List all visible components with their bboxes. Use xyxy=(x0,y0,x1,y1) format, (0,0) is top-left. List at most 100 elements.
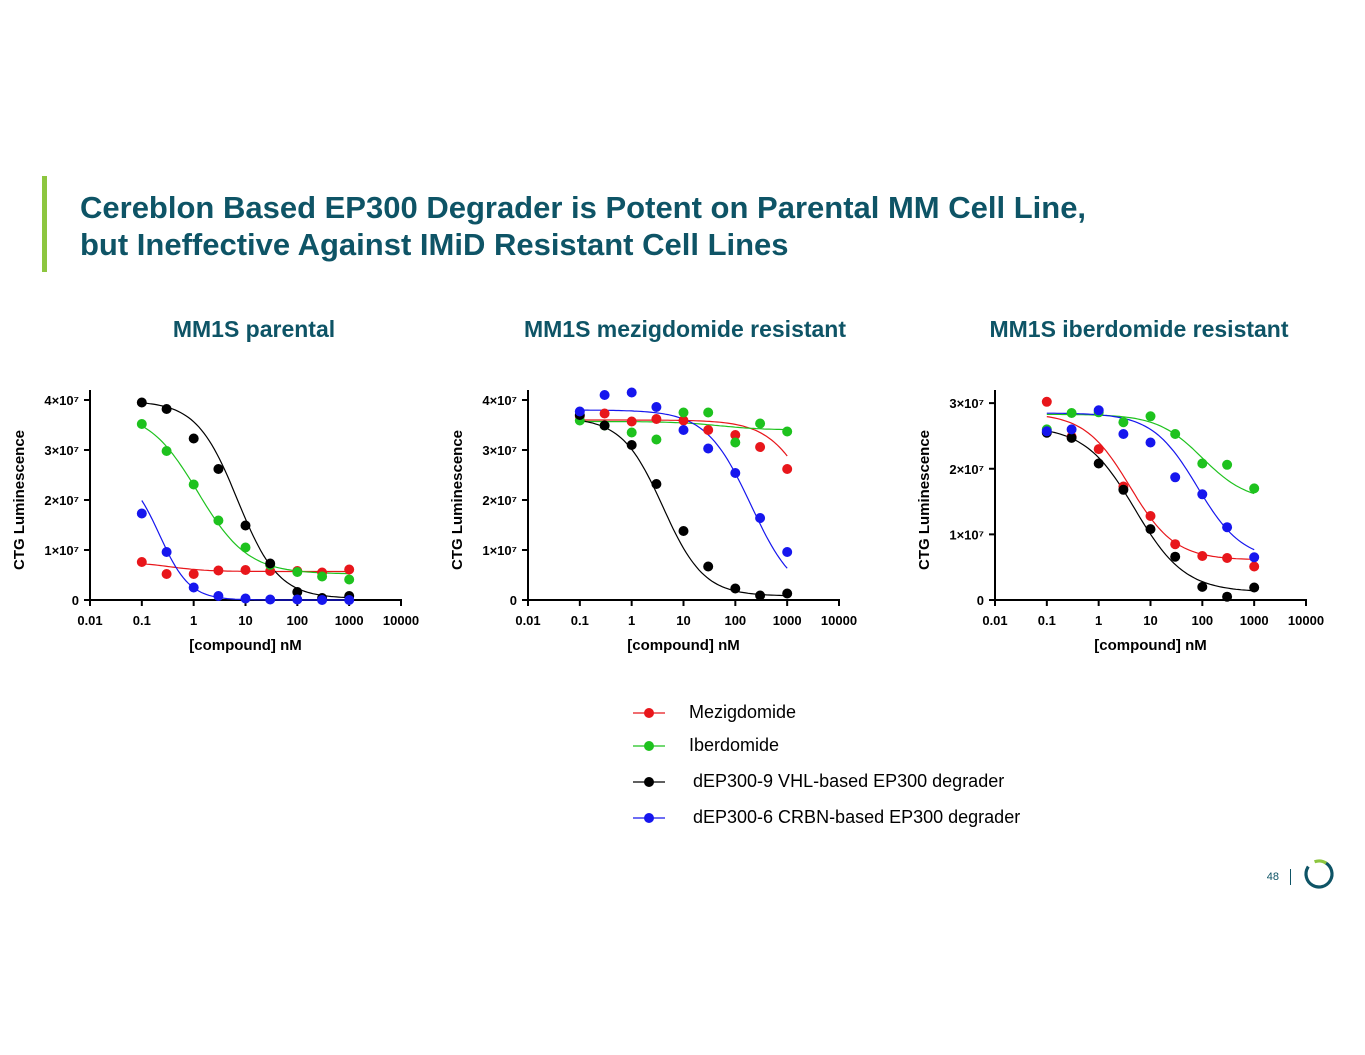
data-point-dep300-9-vhl-based-ep300-degrader xyxy=(136,397,147,408)
x-tick-label: 10 xyxy=(676,613,690,628)
x-tick-label: 100 xyxy=(724,613,746,628)
chart-mm1s-mezigdomide-resistant: 0.01 0.1 1 10 100 1000 10000 0 1×10⁷ 2×10⁷ 3×10⁷ 4×… xyxy=(449,387,857,654)
y-tick-label: 3×10⁷ xyxy=(482,443,517,458)
chart-mm1s-parental: 0.01 0.1 1 10 100 1000 10000 0 1×10⁷ 2×10⁷ 3×10⁷ 4×… xyxy=(11,390,419,654)
chart-3-title: MM1S iberdomide resistant xyxy=(989,316,1289,342)
legend-label-dep300-9: dEP300-9 VHL-based EP300 degrader xyxy=(693,771,1005,791)
data-point-dep300-9-vhl-based-ep300-degrader xyxy=(161,404,172,414)
data-point-mezigdomide xyxy=(782,464,793,474)
data-point-dep300-9-vhl-based-ep300-degrader xyxy=(1197,581,1208,592)
data-point-mezigdomide xyxy=(161,569,172,579)
legend-marker-dep300-9 xyxy=(633,777,665,787)
data-point-dep300-6-crbn-based-ep300-degrader xyxy=(265,594,276,605)
x-tick-label: 1000 xyxy=(773,613,802,628)
x-tick-label: 1000 xyxy=(335,613,364,628)
page-number-separator xyxy=(1290,869,1291,885)
data-point-dep300-6-crbn-based-ep300-degrader xyxy=(1093,405,1104,416)
data-point-mezigdomide xyxy=(1041,396,1052,407)
x-tick-label: 0.1 xyxy=(1038,613,1056,628)
data-point-dep300-9-vhl-based-ep300-degrader xyxy=(1118,484,1129,495)
data-point-dep300-6-crbn-based-ep300-degrader xyxy=(344,595,355,605)
data-point-dep300-6-crbn-based-ep300-degrader xyxy=(626,387,637,398)
y-tick-label: 0 xyxy=(977,593,984,608)
fit-curve-dep300-9-vhl-based-ep300-degrader xyxy=(141,402,350,599)
y-axis-title: CTG Luminescence xyxy=(916,430,933,570)
legend-label-dep300-6: dEP300-6 CRBN-based EP300 degrader xyxy=(693,807,1021,827)
x-tick-label: 10000 xyxy=(383,613,419,628)
data-point-mezigdomide xyxy=(1093,444,1104,455)
legend-label-iberdomide: Iberdomide xyxy=(689,735,780,755)
data-point-mezigdomide xyxy=(1197,551,1208,561)
data-point-dep300-9-vhl-based-ep300-degrader xyxy=(240,520,251,531)
data-point-dep300-6-crbn-based-ep300-degrader xyxy=(240,593,251,604)
data-point-mezigdomide xyxy=(703,425,714,435)
x-tick-label: 10 xyxy=(1143,613,1157,628)
data-point-dep300-9-vhl-based-ep300-degrader xyxy=(213,464,224,474)
x-axis-title: [compound] nM xyxy=(627,637,739,654)
data-point-dep300-9-vhl-based-ep300-degrader xyxy=(188,433,199,444)
data-point-mezigdomide xyxy=(730,430,741,440)
data-point-dep300-6-crbn-based-ep300-degrader xyxy=(1145,437,1156,448)
data-point-iberdomide xyxy=(161,446,172,456)
chart-2-title: MM1S mezigdomide resistant xyxy=(523,316,847,342)
data-point-dep300-9-vhl-based-ep300-degrader xyxy=(678,526,689,536)
data-point-mezigdomide xyxy=(755,442,766,452)
x-tick-label: 100 xyxy=(286,613,308,628)
y-axis-title: CTG Luminescence xyxy=(11,430,28,570)
data-point-dep300-9-vhl-based-ep300-degrader xyxy=(1222,591,1233,602)
data-point-iberdomide xyxy=(730,437,741,448)
data-point-dep300-9-vhl-based-ep300-degrader xyxy=(626,440,637,450)
data-point-dep300-9-vhl-based-ep300-degrader xyxy=(730,583,741,594)
company-logo-icon xyxy=(1304,859,1334,889)
data-point-iberdomide xyxy=(782,426,793,437)
data-point-iberdomide xyxy=(136,419,147,429)
data-point-iberdomide xyxy=(1145,411,1156,422)
data-point-mezigdomide xyxy=(213,565,224,576)
y-tick-label: 1×10⁷ xyxy=(44,543,79,558)
data-point-dep300-9-vhl-based-ep300-degrader xyxy=(1093,458,1104,469)
x-tick-label: 1 xyxy=(1095,613,1102,628)
data-point-mezigdomide xyxy=(626,416,637,427)
data-point-iberdomide xyxy=(188,479,199,490)
slide-title-line-2: but Ineffective Against IMiD Resistant C… xyxy=(80,227,789,262)
legend-marker-iberdomide xyxy=(633,741,665,751)
y-tick-label: 4×10⁷ xyxy=(44,393,79,408)
y-tick-label: 2×10⁷ xyxy=(44,493,79,508)
data-point-dep300-6-crbn-based-ep300-degrader xyxy=(678,425,689,435)
data-point-dep300-6-crbn-based-ep300-degrader xyxy=(1249,552,1260,563)
page-number: 48 xyxy=(1266,871,1279,883)
y-tick-label: 2×10⁷ xyxy=(949,462,984,477)
data-point-dep300-6-crbn-based-ep300-degrader xyxy=(1066,424,1077,435)
legend-label-mezigdomide: Mezigdomide xyxy=(689,702,797,722)
y-tick-label: 1×10⁷ xyxy=(949,527,984,542)
data-point-dep300-9-vhl-based-ep300-degrader xyxy=(265,558,276,569)
chart-mm1s-iberdomide-resistant: 0.01 0.1 1 10 100 1000 10000 0 1×10⁷ 2×10⁷ 3×10⁷ [c… xyxy=(916,390,1324,654)
data-point-mezigdomide xyxy=(599,408,610,419)
data-point-iberdomide xyxy=(240,542,251,553)
data-point-dep300-6-crbn-based-ep300-degrader xyxy=(161,547,172,557)
y-tick-label: 2×10⁷ xyxy=(482,493,517,508)
data-point-dep300-9-vhl-based-ep300-degrader xyxy=(651,479,662,489)
legend-marker-dep300-6 xyxy=(633,813,665,823)
x-tick-label: 0.01 xyxy=(77,613,102,628)
data-point-dep300-6-crbn-based-ep300-degrader xyxy=(292,594,303,605)
chart-1-title: MM1S parental xyxy=(172,316,336,342)
data-point-dep300-9-vhl-based-ep300-degrader xyxy=(782,588,793,599)
data-point-dep300-6-crbn-based-ep300-degrader xyxy=(574,406,585,417)
data-point-mezigdomide xyxy=(1170,539,1181,550)
x-tick-label: 0.1 xyxy=(571,613,589,628)
data-point-dep300-6-crbn-based-ep300-degrader xyxy=(755,513,766,523)
data-point-iberdomide xyxy=(1066,408,1077,418)
data-point-iberdomide xyxy=(1118,417,1129,428)
y-tick-label: 3×10⁷ xyxy=(949,396,984,411)
y-axis-title: CTG Luminescence xyxy=(449,430,466,570)
slide-title-line-1: Cereblon Based EP300 Degrader is Potent … xyxy=(80,190,1087,225)
data-point-dep300-6-crbn-based-ep300-degrader xyxy=(136,508,147,519)
data-point-iberdomide xyxy=(626,427,637,438)
x-tick-label: 1 xyxy=(628,613,635,628)
slide-title: Cereblon Based EP300 Degrader is Potent … xyxy=(80,189,1086,263)
data-point-mezigdomide xyxy=(678,415,689,426)
data-point-dep300-6-crbn-based-ep300-degrader xyxy=(1118,429,1129,439)
data-point-mezigdomide xyxy=(188,569,199,579)
data-point-iberdomide xyxy=(344,574,355,585)
